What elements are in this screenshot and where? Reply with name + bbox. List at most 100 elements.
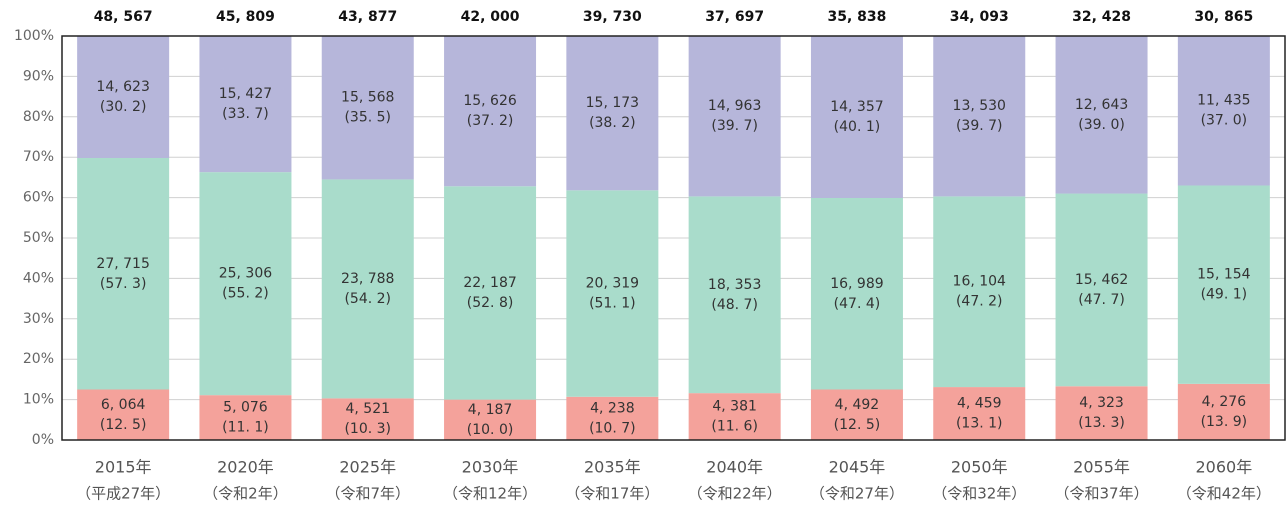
value-label: (11. 6) (711, 419, 758, 435)
x-tick-sublabel: （令和2年） (203, 485, 288, 503)
count-label: 14, 357 (830, 99, 883, 115)
value-label: (55. 2) (222, 286, 269, 302)
bar-segment (1177, 383, 1270, 440)
plot-frame (61, 35, 1286, 441)
x-tick-sublabel: （令和32年） (932, 485, 1026, 503)
total-label: 42, 000 (461, 9, 520, 25)
value-label: (52. 8) (467, 295, 514, 311)
value-label: (47. 7) (1078, 292, 1125, 308)
value-label: (10. 3) (344, 421, 391, 437)
y-tick-label: 10% (23, 392, 54, 408)
bar-segment (566, 190, 659, 397)
y-tick-label: 30% (23, 311, 54, 327)
bar-segment (810, 389, 903, 440)
bar-segment (688, 36, 781, 197)
count-label: 15, 626 (463, 93, 517, 109)
bar-segment (199, 395, 292, 440)
count-label: 27, 715 (96, 256, 149, 272)
x-tick-label: 2050年 (951, 458, 1008, 477)
count-label: 16, 104 (953, 274, 1007, 290)
value-label: (38. 2) (589, 115, 636, 131)
bar-segment (688, 393, 781, 440)
value-label: (54. 2) (344, 291, 391, 307)
value-label: (30. 2) (100, 99, 147, 115)
count-label: 15, 173 (586, 95, 639, 111)
value-label: (39. 7) (956, 118, 1003, 134)
x-tick-sublabel: （令和42年） (1177, 485, 1271, 503)
x-tick-label: 2045年 (829, 458, 886, 477)
count-label: 4, 238 (590, 400, 635, 416)
bar-segment (321, 179, 414, 399)
bar-segment (444, 36, 537, 187)
bar-segment (688, 196, 781, 394)
x-tick-label: 2055年 (1073, 458, 1130, 477)
value-label: (48. 7) (711, 297, 758, 313)
count-label: 20, 319 (586, 276, 639, 292)
x-tick-label: 2030年 (462, 458, 519, 477)
count-label: 14, 623 (96, 79, 149, 95)
value-label: (47. 4) (834, 296, 881, 312)
value-label: (13. 9) (1201, 414, 1248, 430)
total-label: 37, 697 (705, 9, 764, 25)
bar-segment (77, 36, 170, 159)
count-label: 15, 427 (219, 86, 272, 102)
total-label: 30, 865 (1194, 9, 1253, 25)
count-label: 4, 187 (468, 402, 513, 418)
count-label: 4, 323 (1079, 395, 1124, 411)
x-tick-label: 2040年 (706, 458, 763, 477)
y-tick-label: 60% (23, 190, 54, 206)
total-label: 45, 809 (216, 9, 275, 25)
bar-segment (77, 158, 170, 390)
bar-segment (933, 36, 1026, 197)
bar-segment (933, 387, 1026, 440)
count-label: 12, 643 (1075, 97, 1128, 113)
value-label: (35. 5) (344, 110, 391, 126)
x-tick-label: 2025年 (339, 458, 396, 477)
value-label: (11. 1) (222, 420, 269, 436)
y-tick-label: 90% (23, 68, 54, 84)
bar-segment (321, 36, 414, 180)
total-label: 39, 730 (583, 9, 642, 25)
bar-segment (1177, 185, 1270, 384)
count-label: 11, 435 (1197, 93, 1250, 109)
x-tick-label: 2035年 (584, 458, 641, 477)
count-label: 22, 187 (463, 275, 516, 291)
count-label: 4, 459 (957, 396, 1002, 412)
count-label: 13, 530 (953, 98, 1006, 114)
x-tick-sublabel: （令和12年） (443, 485, 537, 503)
value-label: (39. 7) (711, 118, 758, 134)
x-tick-label: 2015年 (95, 458, 152, 477)
bar-segment (566, 396, 659, 440)
count-label: 25, 306 (219, 266, 273, 282)
y-tick-label: 0% (32, 432, 54, 448)
bar-segment (199, 36, 292, 173)
bar-segment (933, 196, 1026, 388)
value-label: (57. 3) (100, 276, 147, 292)
x-tick-sublabel: （令和7年） (325, 485, 410, 503)
bar-segment (77, 389, 170, 440)
count-label: 15, 154 (1197, 267, 1251, 283)
value-label: (12. 5) (834, 417, 881, 433)
value-label: (49. 1) (1201, 287, 1248, 303)
count-label: 5, 076 (223, 400, 268, 416)
value-label: (12. 5) (100, 417, 147, 433)
count-label: 23, 788 (341, 271, 394, 287)
count-label: 15, 462 (1075, 272, 1128, 288)
count-label: 14, 963 (708, 98, 761, 114)
x-tick-label: 2020年 (217, 458, 274, 477)
value-label: (51. 1) (589, 296, 636, 312)
total-label: 34, 093 (950, 9, 1009, 25)
bar-segment (1177, 36, 1270, 186)
x-tick-sublabel: （令和27年） (810, 485, 904, 503)
value-label: (13. 3) (1078, 415, 1125, 431)
y-tick-label: 80% (23, 109, 54, 125)
count-label: 16, 989 (830, 276, 883, 292)
x-tick-sublabel: （令和37年） (1055, 485, 1149, 503)
x-tick-sublabel: （令和22年） (688, 485, 782, 503)
value-label: (47. 2) (956, 294, 1003, 310)
bar-segment (810, 36, 903, 199)
y-tick-label: 100% (14, 28, 54, 44)
bar-segment (321, 398, 414, 440)
total-label: 35, 838 (827, 9, 886, 25)
